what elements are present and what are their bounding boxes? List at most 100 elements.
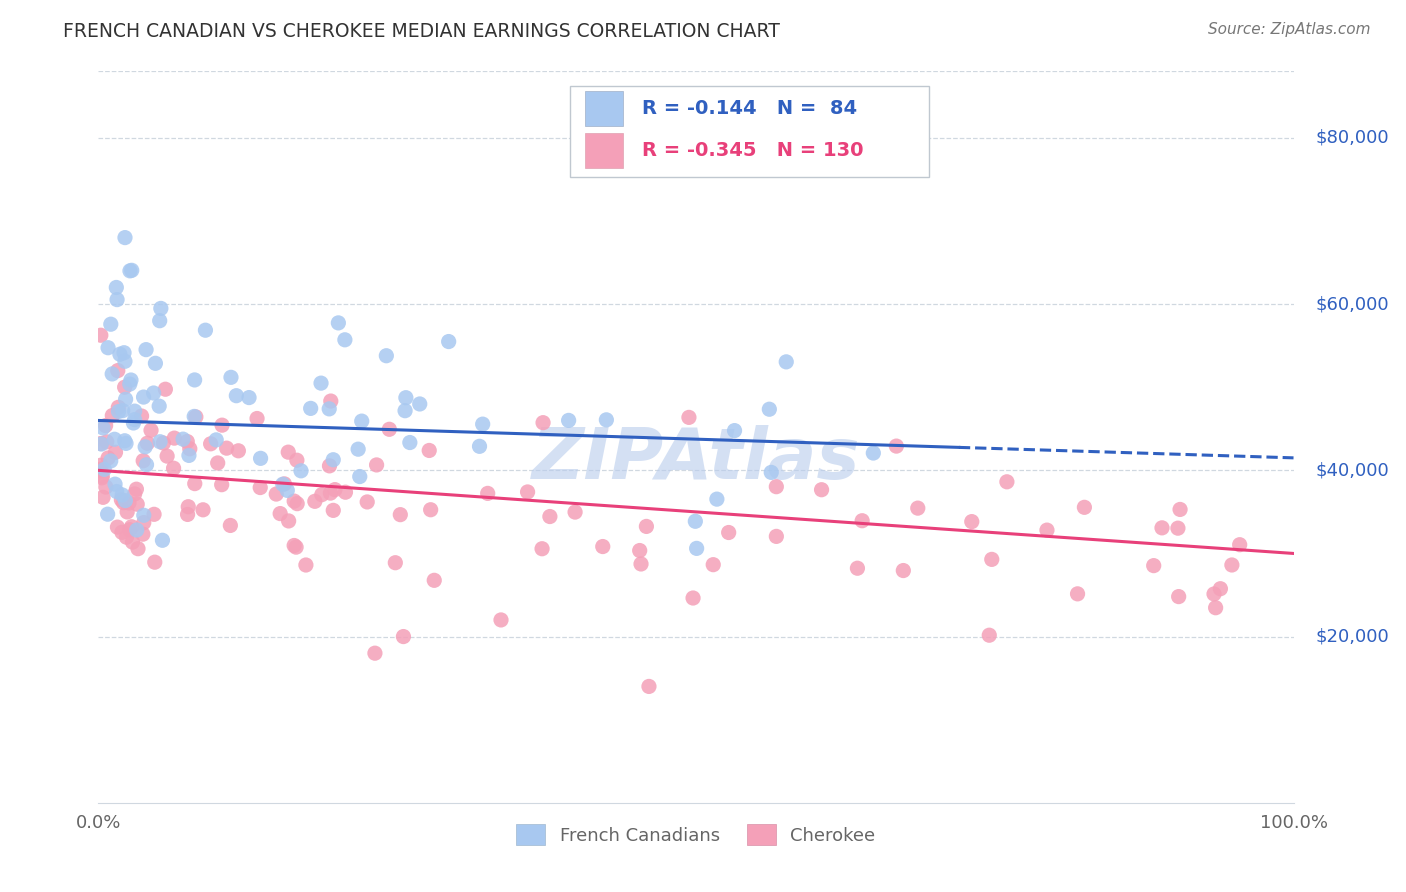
Point	[183, 409, 205, 424]
Point	[285, 540, 308, 554]
Point	[115, 530, 138, 544]
Point	[1143, 558, 1166, 573]
Point	[685, 514, 707, 528]
Point	[184, 476, 207, 491]
Point	[219, 370, 242, 384]
Point	[269, 507, 291, 521]
Point	[595, 413, 617, 427]
Point	[319, 486, 342, 500]
Point	[1205, 600, 1227, 615]
Point	[775, 355, 797, 369]
Point	[290, 464, 312, 478]
Point	[110, 492, 132, 507]
Point	[389, 508, 412, 522]
Point	[960, 515, 983, 529]
Text: $80,000: $80,000	[1315, 128, 1389, 147]
Point	[685, 541, 707, 556]
Point	[132, 516, 155, 530]
Point	[108, 347, 131, 361]
Point	[1220, 558, 1243, 572]
Point	[107, 363, 129, 377]
Point	[350, 414, 373, 428]
Point	[277, 445, 299, 459]
Point	[112, 345, 135, 359]
Point	[706, 492, 728, 507]
Point	[356, 495, 378, 509]
FancyBboxPatch shape	[585, 91, 623, 126]
Point	[156, 449, 179, 463]
Point	[107, 401, 129, 415]
Point	[761, 466, 783, 480]
Point	[105, 280, 128, 294]
Point	[94, 480, 117, 494]
Point	[132, 508, 155, 523]
Point	[105, 484, 128, 499]
Point	[717, 525, 740, 540]
Point	[100, 317, 122, 331]
Point	[309, 376, 332, 391]
Point	[149, 314, 172, 328]
Point	[392, 630, 415, 644]
Point	[636, 519, 658, 533]
Point	[311, 488, 333, 502]
Point	[1168, 502, 1191, 516]
Point	[419, 502, 441, 516]
Point	[136, 436, 159, 450]
Point	[477, 486, 499, 500]
Point	[283, 539, 305, 553]
Point	[249, 481, 271, 495]
Point	[143, 555, 166, 569]
Point	[1073, 500, 1095, 515]
FancyBboxPatch shape	[571, 86, 929, 178]
Point	[211, 418, 233, 433]
Point	[115, 505, 138, 519]
Point	[285, 453, 308, 467]
Point	[682, 591, 704, 605]
Point	[211, 477, 233, 491]
Point	[127, 497, 149, 511]
Point	[1036, 523, 1059, 537]
Point	[191, 503, 214, 517]
Point	[121, 535, 143, 549]
Text: $20,000: $20,000	[1315, 628, 1389, 646]
Point	[215, 441, 238, 455]
Point	[564, 505, 586, 519]
Point	[907, 501, 929, 516]
Point	[1066, 587, 1088, 601]
Point	[468, 439, 491, 453]
Point	[91, 421, 114, 435]
Point	[118, 523, 141, 537]
Point	[132, 454, 155, 468]
Point	[238, 391, 260, 405]
Text: $40,000: $40,000	[1315, 461, 1389, 479]
Point	[630, 557, 652, 571]
Text: $60,000: $60,000	[1315, 295, 1389, 313]
Point	[765, 480, 787, 494]
Point	[177, 449, 200, 463]
Point	[118, 377, 141, 392]
Point	[121, 520, 143, 534]
Point	[90, 458, 112, 473]
Point	[104, 445, 127, 459]
Point	[219, 518, 242, 533]
Point	[149, 434, 172, 449]
Point	[418, 443, 440, 458]
Point	[134, 440, 156, 454]
Point	[364, 646, 387, 660]
Point	[90, 328, 112, 343]
Point	[114, 434, 136, 448]
Point	[101, 367, 124, 381]
Point	[100, 454, 122, 468]
Point	[124, 404, 146, 418]
Point	[979, 628, 1001, 642]
Point	[886, 439, 908, 453]
Point	[264, 487, 287, 501]
Point	[318, 401, 340, 416]
FancyBboxPatch shape	[585, 133, 623, 169]
Point	[155, 382, 177, 396]
Point	[304, 494, 326, 508]
Point	[194, 323, 217, 337]
Point	[228, 443, 250, 458]
Point	[143, 508, 166, 522]
Point	[423, 574, 446, 588]
